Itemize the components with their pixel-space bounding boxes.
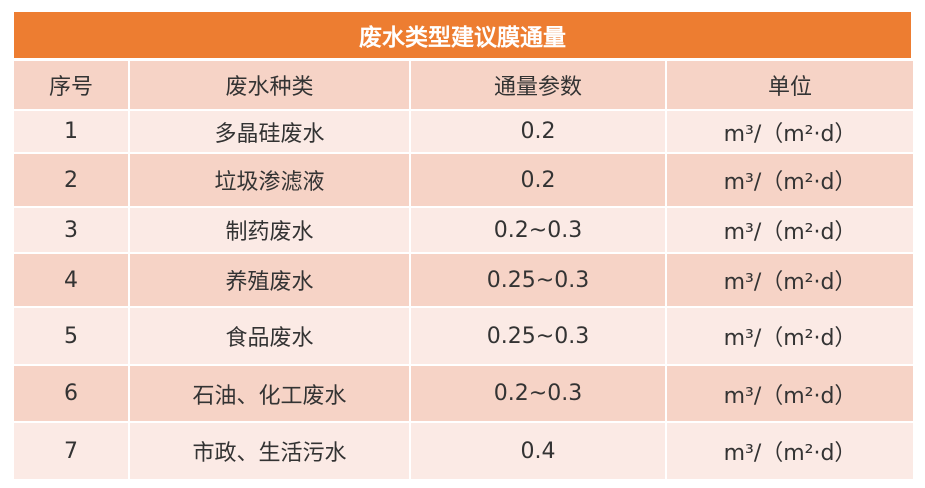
cell-index: 3 xyxy=(14,208,128,252)
cell-flux: 0.2 xyxy=(411,111,665,152)
cell-type: 食品废水 xyxy=(130,308,409,364)
cell-unit: m³/（m²·d） xyxy=(667,423,913,479)
header-index: 序号 xyxy=(14,61,128,109)
table-row: 1 多晶硅废水 0.2 m³/（m²·d） xyxy=(14,111,913,152)
cell-unit: m³/（m²·d） xyxy=(667,208,913,252)
header-flux: 通量参数 xyxy=(411,61,665,109)
table-row: 2 垃圾渗滤液 0.2 m³/（m²·d） xyxy=(14,154,913,206)
cell-index: 2 xyxy=(14,154,128,206)
cell-unit: m³/（m²·d） xyxy=(667,111,913,152)
cell-unit: m³/（m²·d） xyxy=(667,154,913,206)
cell-flux: 0.25~0.3 xyxy=(411,308,665,364)
table-title: 废水类型建议膜通量 xyxy=(14,12,911,58)
header-type: 废水种类 xyxy=(130,61,409,109)
cell-flux: 0.2 xyxy=(411,154,665,206)
cell-unit: m³/（m²·d） xyxy=(667,254,913,306)
cell-type: 市政、生活污水 xyxy=(130,423,409,479)
cell-type: 制药废水 xyxy=(130,208,409,252)
cell-type: 垃圾渗滤液 xyxy=(130,154,409,206)
cell-flux: 0.4 xyxy=(411,423,665,479)
cell-flux: 0.2~0.3 xyxy=(411,208,665,252)
cell-index: 7 xyxy=(14,423,128,479)
cell-type: 养殖废水 xyxy=(130,254,409,306)
table-row: 6 石油、化工废水 0.2~0.3 m³/（m²·d） xyxy=(14,366,913,421)
cell-flux: 0.2~0.3 xyxy=(411,366,665,421)
table-row: 7 市政、生活污水 0.4 m³/（m²·d） xyxy=(14,423,913,479)
cell-index: 1 xyxy=(14,111,128,152)
cell-type: 石油、化工废水 xyxy=(130,366,409,421)
cell-index: 5 xyxy=(14,308,128,364)
cell-index: 6 xyxy=(14,366,128,421)
table-row: 3 制药废水 0.2~0.3 m³/（m²·d） xyxy=(14,208,913,252)
header-unit: 单位 xyxy=(667,61,913,109)
cell-type: 多晶硅废水 xyxy=(130,111,409,152)
table-row: 4 养殖废水 0.25~0.3 m³/（m²·d） xyxy=(14,254,913,306)
flux-table: 废水类型建议膜通量 序号 废水种类 通量参数 单位 1 多晶硅废水 0.2 m³/（m… xyxy=(14,12,913,481)
table-row: 5 食品废水 0.25~0.3 m³/（m²·d） xyxy=(14,308,913,364)
cell-flux: 0.25~0.3 xyxy=(411,254,665,306)
cell-unit: m³/（m²·d） xyxy=(667,366,913,421)
header-row: 序号 废水种类 通量参数 单位 xyxy=(14,61,913,109)
cell-index: 4 xyxy=(14,254,128,306)
cell-unit: m³/（m²·d） xyxy=(667,308,913,364)
